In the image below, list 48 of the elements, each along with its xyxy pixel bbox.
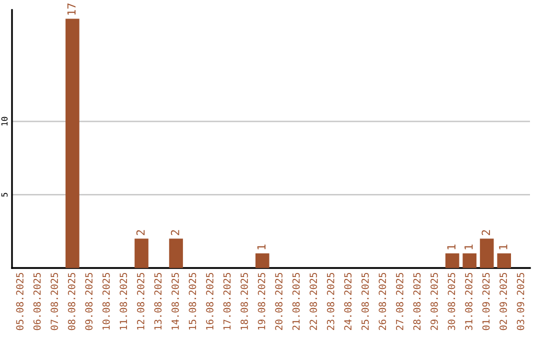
x-tick-label: 16.08.2025 xyxy=(206,272,214,330)
x-tick-label: 01.09.2025 xyxy=(482,272,490,330)
data-label: 2 xyxy=(482,230,490,236)
x-tick-label: 02.09.2025 xyxy=(500,272,507,330)
bar xyxy=(445,253,460,268)
x-tick-label: 28.08.2025 xyxy=(413,272,421,330)
x-tick-label: 21.08.2025 xyxy=(292,272,300,330)
x-tick-label: 13.08.2025 xyxy=(154,272,162,330)
data-label: 1 xyxy=(447,244,456,250)
y-tick-label: 5 xyxy=(1,192,8,197)
bar xyxy=(462,253,476,268)
x-tick-label: 17.08.2025 xyxy=(223,272,231,330)
data-label: 1 xyxy=(464,244,473,250)
x-tick-label: 12.08.2025 xyxy=(136,272,144,330)
bar xyxy=(480,238,494,268)
bar xyxy=(66,18,80,268)
y-tick-label: 10 xyxy=(1,116,8,126)
x-tick-label: 30.08.2025 xyxy=(448,272,456,330)
x-tick-label: 10.08.2025 xyxy=(102,272,110,330)
bar xyxy=(169,238,183,268)
x-tick-label: 11.08.2025 xyxy=(120,272,128,330)
data-label: 1 xyxy=(499,244,508,250)
x-tick-label: 07.08.2025 xyxy=(50,272,58,330)
x-tick-label: 20.08.2025 xyxy=(275,272,282,330)
x-tick-label: 25.08.2025 xyxy=(361,272,369,330)
x-tick-label: 08.08.2025 xyxy=(68,272,76,330)
data-label: 1 xyxy=(257,244,266,250)
x-tick-label: 05.08.2025 xyxy=(16,272,24,330)
bar xyxy=(134,238,148,268)
bar xyxy=(255,253,270,268)
data-label: 2 xyxy=(136,230,145,236)
x-tick-label: 24.08.2025 xyxy=(344,272,352,330)
x-tick-label: 14.08.2025 xyxy=(172,272,179,330)
x-tick-label: 15.08.2025 xyxy=(188,272,196,330)
bar xyxy=(497,253,512,268)
data-label: 17 xyxy=(67,3,76,15)
x-tick-label: 22.08.2025 xyxy=(310,272,318,330)
x-tick-label: 03.09.2025 xyxy=(516,272,524,330)
data-label: 2 xyxy=(170,230,180,236)
x-tick-label: 31.08.2025 xyxy=(465,272,472,330)
x-tick-label: 09.08.2025 xyxy=(85,272,93,330)
x-tick-label: 29.08.2025 xyxy=(430,272,438,330)
x-tick-label: 06.08.2025 xyxy=(33,272,41,330)
x-tick-label: 27.08.2025 xyxy=(396,272,404,330)
x-tick-label: 19.08.2025 xyxy=(258,272,266,330)
x-tick-label: 18.08.2025 xyxy=(240,272,248,330)
x-tick-label: 26.08.2025 xyxy=(378,272,386,330)
x-tick-label: 23.08.2025 xyxy=(326,272,334,330)
